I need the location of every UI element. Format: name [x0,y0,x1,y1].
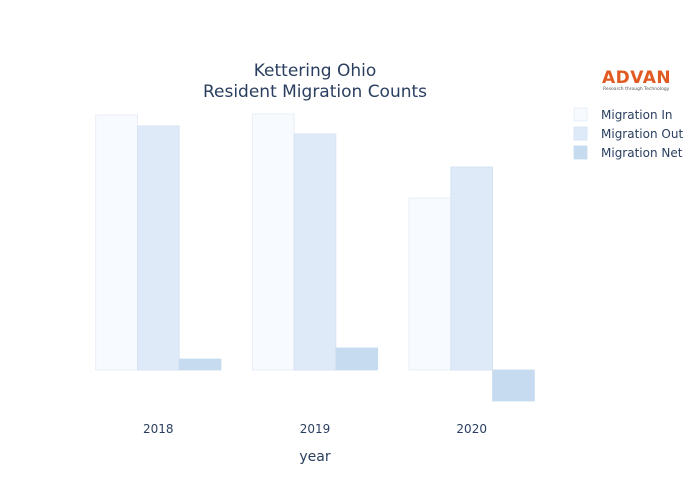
legend-swatch-migration-net[interactable] [573,145,588,160]
logo-tagline: Research through Technology [603,86,670,92]
bar-migration-net-2018 [178,358,222,371]
bar-migration-net-2019 [335,347,379,371]
bar-migration-out-2018 [136,125,180,371]
chart-title-line1: Kettering Ohio [254,61,377,81]
plot-area [95,113,535,402]
x-tick-labels: 2018 2019 2020 [143,422,487,436]
x-tick-label-2018: 2018 [143,422,174,436]
x-tick-label-2019: 2019 [300,422,331,436]
legend-swatch-migration-in[interactable] [573,107,588,122]
legend-swatch-migration-out[interactable] [573,126,588,141]
bar-migration-net-2020 [492,369,535,402]
legend-label-migration-in[interactable]: Migration In [601,108,673,122]
bar-migration-in-2018 [95,114,138,371]
x-tick-label-2020: 2020 [456,422,487,436]
bar-migration-in-2019 [251,113,295,371]
legend-label-migration-net[interactable]: Migration Net [601,146,683,160]
advan-logo: ADVAN Research through Technology [602,68,671,92]
chart-title-line2: Resident Migration Counts [203,82,427,102]
legend-label-migration-out[interactable]: Migration Out [601,127,683,141]
legend: Migration In Migration Out Migration Net [573,107,683,160]
bar-migration-out-2020 [450,166,493,371]
bar-migration-in-2020 [408,197,452,371]
bar-migration-out-2019 [293,133,337,371]
x-axis-title: year [299,449,330,465]
logo-wordmark: ADVAN [602,68,671,88]
